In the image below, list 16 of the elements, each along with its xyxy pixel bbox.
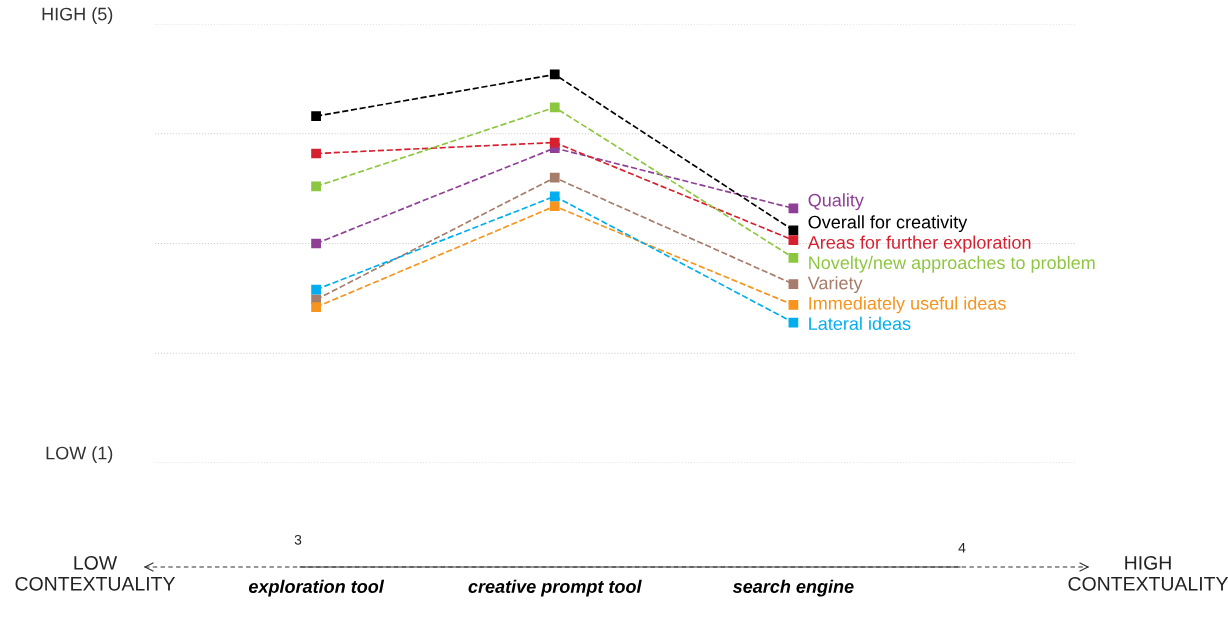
series-label: Immediately useful ideas [809,296,1006,314]
series-label: Lateral ideas [809,316,911,331]
text: 3 [294,534,302,545]
series-label: Areas for further exploration [807,235,1031,253]
y-tick-label: LOW (1) [46,446,113,463]
text: LOW CONTEXTUALITY [15,555,176,591]
text: 4 [958,543,966,553]
series-label: Quality [808,193,864,211]
series-label: Overall for creativity [808,215,968,233]
text: HIGH CONTEXTUALITY [1068,555,1228,591]
y-tick-label: HIGH (5) [42,7,113,24]
x-tick-label: search engine [732,579,854,597]
x-tick-label: exploration tool [248,579,385,597]
x-tick-label: creative prompt tool [468,579,642,597]
series-label: Variety [807,276,863,293]
series-label: Novelty/new approaches to problem [809,255,1095,273]
